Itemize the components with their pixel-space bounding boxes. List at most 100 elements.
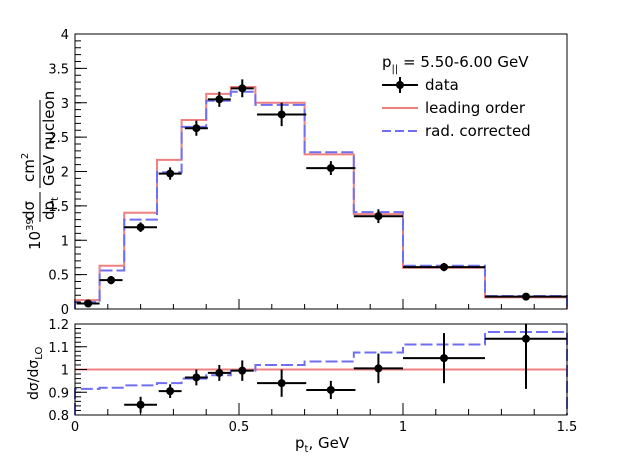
svg-text:1039: 1039 [25, 218, 44, 250]
ratio-y-axis: 0.8 0.9 1 1.1 1.2 [48, 318, 87, 424]
svg-text:cm2: cm2 [20, 153, 38, 182]
legend: p|| = 5.50-6.00 GeV data leading order r… [382, 53, 531, 140]
ratio-data-marker [238, 366, 247, 375]
main-data-point [306, 161, 356, 175]
ratio-plot-area [74, 324, 568, 415]
legend-entry-rad-corrected: rad. corrected [382, 122, 531, 140]
main-data-marker [107, 276, 116, 285]
svg-text:dpt: dpt [40, 197, 61, 220]
main-data-marker [136, 223, 145, 232]
main-data-point [230, 79, 254, 98]
xlabel-unit: , GeV [308, 434, 349, 452]
legend-label-rad-corrected: rad. corrected [425, 122, 531, 140]
main-x-axis [74, 299, 568, 309]
main-ytick-label: 4 [61, 28, 69, 43]
main-data-point [353, 209, 403, 224]
main-data-point [207, 91, 231, 107]
main-data-marker [440, 263, 448, 272]
main-data-point [257, 102, 307, 127]
main-data-marker [192, 124, 201, 133]
main-data-marker [166, 169, 175, 178]
main-data-point [76, 299, 100, 308]
ratio-panel: 0.8 0.9 1 1.1 1.2 0 0.5 1 1.5 [48, 318, 577, 435]
main-data-marker [84, 299, 93, 308]
ratio-data-point [184, 369, 208, 386]
ratio-data-point [306, 380, 356, 400]
main-leading-order-step-line [74, 85, 568, 309]
ratio-data-marker [166, 387, 175, 396]
ratio-rad-corrected-step-line [74, 330, 568, 415]
ratio-ytick-label: 0.9 [48, 386, 69, 401]
main-data-point [184, 120, 208, 136]
main-data-point [99, 276, 123, 285]
main-data-marker [374, 212, 383, 221]
xlabel-main: p [295, 434, 305, 452]
ratio-data-marker [522, 334, 530, 343]
ratio-ytick-label: 0.8 [48, 409, 69, 424]
main-ylabel-exp: 39 [25, 218, 36, 231]
main-data-marker [215, 95, 224, 104]
legend-label-data: data [425, 76, 459, 94]
ratio-data-marker [374, 364, 383, 373]
xlabel-sub: t [305, 444, 309, 455]
ratio-data-marker [215, 368, 224, 377]
legend-data-marker [396, 81, 404, 89]
main-panel-frame [74, 33, 568, 310]
main-ytick-label: 2 [61, 166, 69, 181]
main-ylabel-frac-den: dp [40, 201, 58, 220]
ratio-ytick-label: 1.1 [48, 341, 69, 356]
main-y-axis: 0 0.5 1 1.5 2 2.5 3 3.5 4 [48, 28, 87, 318]
main-data-marker [277, 110, 286, 119]
main-data-marker [326, 164, 335, 173]
ratio-data-point [403, 333, 485, 384]
legend-entry-data: data [382, 76, 459, 94]
ratio-xtick-label: 1 [399, 420, 407, 435]
main-y-axis-label: 1039 dσ dpt cm2 GeV nucleon [20, 91, 61, 250]
ratio-data-marker [136, 400, 145, 409]
x-axis-label: pt, GeV [295, 434, 350, 455]
main-ylabel-frac-num: dσ [20, 200, 38, 220]
main-data-point [124, 222, 157, 232]
main-ylabel-frac-den-sub: t [50, 197, 61, 201]
main-plot-area [74, 79, 568, 309]
ratio-data-marker [440, 354, 448, 363]
ratio-data-point [485, 324, 567, 389]
legend-label-leading-order: leading order [425, 99, 526, 117]
ratio-data-marker [192, 373, 201, 382]
svg-text:p|| = 5.50-6.00 GeV: p|| = 5.50-6.00 GeV [382, 53, 529, 75]
legend-entry-leading-order: leading order [382, 99, 526, 117]
legend-header-main: p [382, 53, 392, 71]
main-data-marker [238, 84, 247, 93]
ratio-ytick-label: 1.2 [48, 318, 69, 333]
ratio-x-axis: 0 0.5 1 1.5 [71, 403, 577, 435]
main-data-point [403, 262, 485, 272]
ratio-data-point [158, 384, 182, 398]
main-ytick-label: 2.5 [48, 131, 69, 146]
main-ytick-label: 3.5 [48, 62, 69, 77]
ratio-data-marker [326, 385, 335, 394]
ratio-data-point [353, 353, 403, 384]
legend-header-value: = 5.50-6.00 GeV [398, 53, 529, 71]
main-ytick-label: 1 [61, 234, 69, 249]
main-ylabel-unit-num-sup: 2 [20, 153, 31, 159]
main-ylabel-unit-num: cm [20, 159, 38, 182]
ratio-data-point [230, 360, 254, 381]
ratio-ylabel-main: dσ/dσ [26, 360, 42, 400]
ratio-data-point [207, 364, 231, 381]
main-data-point [158, 167, 182, 180]
main-data-point [485, 292, 567, 301]
svg-text:dσ/dσLO: dσ/dσLO [26, 347, 45, 400]
legend-header-sub: || [392, 64, 399, 75]
ratio-xtick-label: 0 [71, 420, 79, 435]
ratio-data-point [124, 396, 157, 413]
main-data-marker [522, 292, 530, 301]
main-ylabel-unit-den: GeV nucleon [40, 91, 58, 186]
ratio-ylabel-sub: LO [34, 347, 45, 360]
ratio-data-point [257, 369, 307, 397]
ratio-y-axis-label: dσ/dσLO [26, 347, 45, 400]
ratio-xtick-label: 0.5 [229, 420, 250, 435]
main-panel: 0 0.5 1 1.5 2 2.5 3 3.5 4 [48, 28, 568, 318]
ratio-xtick-label: 1.5 [557, 420, 578, 435]
